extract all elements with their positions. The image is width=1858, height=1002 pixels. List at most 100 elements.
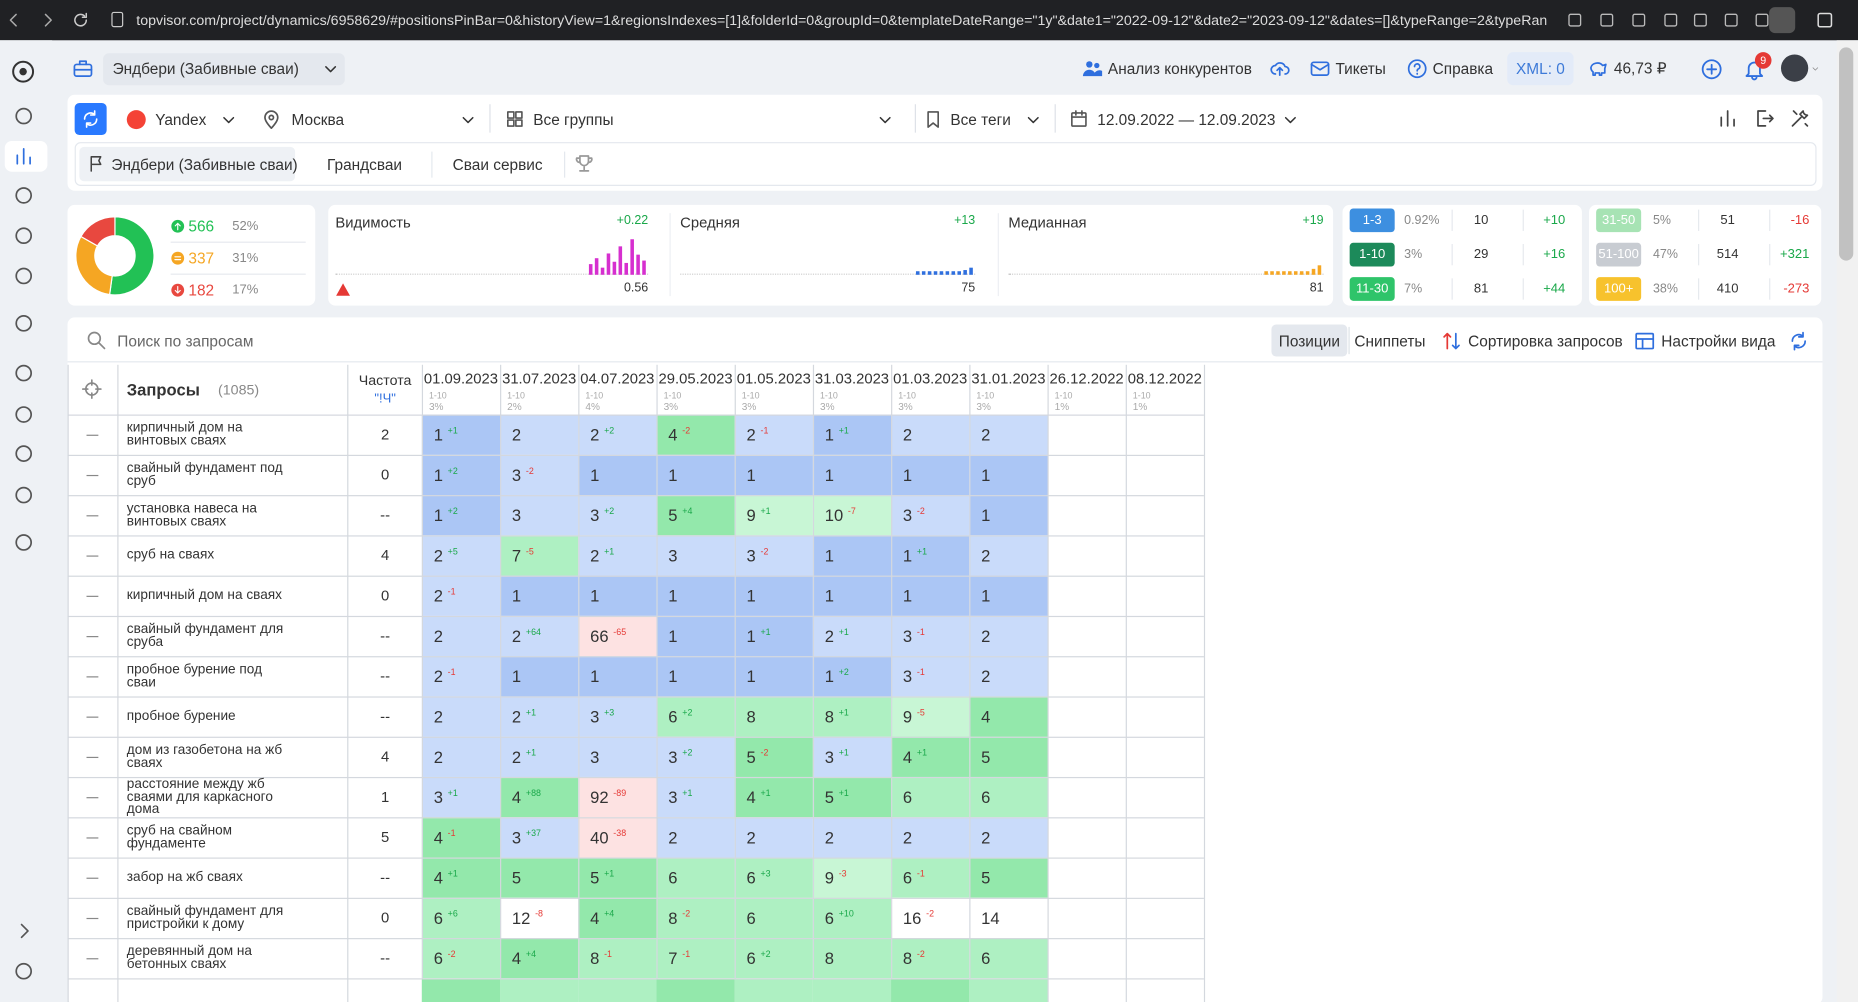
tags-select[interactable]: Все теги (950, 110, 1011, 129)
sidebar-item[interactable] (13, 265, 34, 286)
row-checkbox[interactable] (86, 434, 99, 436)
tags-chevron[interactable] (1024, 110, 1043, 129)
sidebar-item[interactable] (13, 146, 34, 167)
query-text[interactable]: свайный фундамент под сруб (126, 461, 283, 488)
sidebar-item[interactable] (13, 225, 34, 246)
date-header[interactable]: 01.09.2023 (423, 370, 499, 388)
date-header[interactable]: 08.12.2022 (1127, 370, 1202, 388)
refresh-table-button[interactable] (1788, 330, 1809, 351)
sidebar-item[interactable] (13, 404, 34, 425)
xml-balance[interactable] (1507, 52, 1574, 86)
avatar[interactable] (1780, 54, 1809, 82)
tickets-link[interactable]: Тикеты (1335, 59, 1386, 78)
query-text[interactable]: пробное бурение под сваи (126, 662, 263, 690)
sidebar-item[interactable] (13, 443, 34, 464)
browser-extension[interactable] (1692, 12, 1709, 29)
groups-chevron[interactable] (876, 110, 895, 129)
date-header[interactable]: 31.07.2023 (502, 370, 577, 388)
project-tab[interactable]: Эндбери (Забивные сваи) (111, 155, 298, 174)
row-checkbox[interactable] (86, 555, 99, 557)
query-text[interactable]: пробное бурение (126, 709, 236, 724)
project-tab[interactable]: Грандсваи (327, 155, 403, 174)
date-header[interactable]: 04.07.2023 (580, 370, 655, 388)
tools-button[interactable] (1789, 108, 1810, 129)
region-select[interactable]: Москва (291, 110, 345, 129)
query-text[interactable]: расстояние между жб сваями для каркасног… (126, 777, 273, 817)
project-tab[interactable]: Сваи сервис (452, 155, 543, 174)
region-chevron[interactable] (459, 110, 478, 129)
frequency-type[interactable]: "!Ч" (374, 392, 396, 407)
browser-extension[interactable] (1723, 12, 1740, 29)
row-checkbox[interactable] (86, 636, 99, 638)
select-all[interactable] (81, 379, 102, 399)
balance[interactable]: 46,73 ₽ (1613, 59, 1667, 77)
competitors-link[interactable]: Анализ конкурентов (1107, 59, 1252, 78)
avatar-chevron[interactable] (1811, 64, 1820, 73)
query-text[interactable]: установка навеса на винтовых сваях (126, 501, 257, 529)
refresh-button[interactable] (74, 103, 107, 136)
upload-button[interactable] (1269, 58, 1290, 79)
date-header[interactable]: 01.05.2023 (736, 370, 811, 388)
tab-active[interactable] (1271, 324, 1348, 357)
browser-extension[interactable] (1598, 12, 1615, 29)
date-header[interactable]: 29.05.2023 (658, 370, 733, 388)
engine-select[interactable]: Yandex (155, 110, 207, 129)
competitors-add[interactable] (574, 153, 595, 174)
date-header[interactable]: 31.01.2023 (971, 370, 1046, 388)
date-header[interactable]: 26.12.2022 (1049, 370, 1124, 388)
query-text[interactable]: кирпичный дом на сваях (126, 588, 282, 603)
browser-extension[interactable] (1567, 12, 1584, 29)
sidebar-item[interactable] (13, 920, 34, 941)
engine-chevron[interactable] (219, 110, 238, 129)
sidebar-item[interactable] (13, 961, 34, 982)
row-checkbox[interactable] (86, 716, 99, 718)
sidebar-item[interactable] (13, 484, 34, 505)
back-button[interactable] (5, 11, 24, 30)
query-text[interactable]: забор на жб сваях (126, 870, 243, 885)
sidebar-item[interactable] (13, 313, 34, 334)
date-header[interactable]: 01.03.2023 (893, 370, 968, 388)
chart-button[interactable] (1717, 108, 1738, 129)
sidebar-item[interactable] (13, 362, 34, 383)
row-checkbox[interactable] (86, 474, 99, 477)
query-text[interactable]: сруб на свайном фундаменте (126, 823, 233, 851)
sidebar-item[interactable] (13, 185, 34, 206)
query-text[interactable]: кирпичный дом на винтовых сваях (126, 421, 243, 448)
tab[interactable]: Позиции (1278, 332, 1340, 350)
browser-extension[interactable] (1754, 12, 1771, 29)
browser-extension[interactable] (1662, 12, 1679, 29)
row-checkbox[interactable] (86, 756, 99, 759)
reload-button[interactable] (71, 11, 90, 30)
sort-button[interactable]: Сортировка запросов (1468, 332, 1623, 350)
view-settings-button[interactable]: Настройки вида (1661, 332, 1776, 350)
extensions-button[interactable] (1815, 11, 1834, 30)
date-range[interactable]: 12.09.2022 — 12.09.2023 (1097, 110, 1276, 129)
scrollbar-thumb[interactable] (1839, 47, 1854, 261)
query-text[interactable]: деревянный дом на бетонных сваях (126, 944, 252, 972)
row-checkbox[interactable] (86, 837, 99, 839)
row-checkbox[interactable] (86, 958, 99, 960)
sidebar-item[interactable] (13, 532, 34, 553)
query-text[interactable]: свайный фундамент для сруба (126, 622, 284, 650)
address-bar[interactable]: topvisor.com/project/dynamics/6958629/#p… (136, 11, 1547, 29)
row-checkbox[interactable] (86, 676, 99, 678)
project-tab-active[interactable] (79, 146, 296, 182)
export-button[interactable] (1754, 108, 1775, 129)
row-checkbox[interactable] (86, 917, 99, 920)
profile-button[interactable] (1769, 7, 1796, 34)
forward-button[interactable] (38, 11, 57, 30)
row-checkbox[interactable] (86, 595, 99, 597)
tab[interactable]: Сниппеты (1354, 332, 1426, 350)
date-chevron[interactable] (1281, 110, 1300, 129)
add-button[interactable] (1700, 58, 1723, 81)
project-chevron[interactable] (321, 59, 340, 78)
logo[interactable] (11, 59, 36, 84)
project-select[interactable] (103, 53, 345, 86)
groups-select[interactable]: Все группы (533, 110, 614, 129)
sidebar-item[interactable] (13, 105, 34, 126)
query-text[interactable]: сруб на сваях (126, 548, 215, 563)
row-checkbox[interactable] (86, 877, 99, 879)
search-input[interactable]: Поиск по запросам (117, 332, 254, 350)
browser-extension[interactable] (1630, 12, 1647, 29)
query-text[interactable]: дом из газобетона на жб сваях (126, 743, 283, 770)
